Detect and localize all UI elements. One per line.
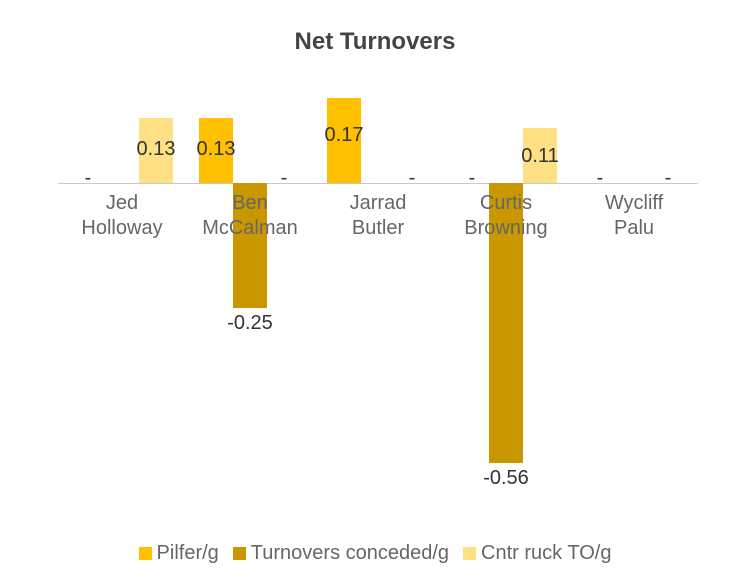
- x-axis-label-line1: Jed: [58, 191, 186, 216]
- bar-group: 0.17 -JarradButler: [314, 90, 442, 470]
- bar-value-label: 0.11: [521, 145, 558, 168]
- bar-group: - -WycliffPalu: [570, 90, 698, 470]
- bar-value-label: -: [409, 167, 416, 190]
- bar-value-label: -: [281, 167, 288, 190]
- x-axis-label-line1: Jarrad: [314, 191, 442, 216]
- x-axis-label-line1: Ben: [186, 191, 314, 216]
- legend-label: Pilfer/g: [157, 542, 219, 565]
- x-axis-label-line2: Palu: [570, 216, 698, 241]
- bar-value-label: 0.17: [325, 124, 364, 147]
- legend-item: Pilfer/g: [139, 542, 219, 565]
- x-axis-label-line1: Curtis: [442, 191, 570, 216]
- bar-group: 0.13 -0.25 -BenMcCalman: [186, 90, 314, 470]
- x-axis-label: BenMcCalman: [186, 191, 314, 241]
- legend: Pilfer/g Turnovers conceded/g Cntr ruck TO…: [0, 542, 750, 565]
- x-axis-label-line2: Browning: [442, 216, 570, 241]
- legend-item: Turnovers conceded/g: [233, 542, 449, 565]
- legend-item: Cntr ruck TO/g: [463, 542, 611, 565]
- x-axis-label: JedHolloway: [58, 191, 186, 241]
- legend-swatch: [233, 547, 246, 560]
- bar-value-label: -: [85, 167, 92, 190]
- x-axis-label-line2: McCalman: [186, 216, 314, 241]
- x-axis-label-line2: Butler: [314, 216, 442, 241]
- x-axis-label-line1: Wycliff: [570, 191, 698, 216]
- bar-value-label: -: [597, 167, 604, 190]
- x-axis-label-line2: Holloway: [58, 216, 186, 241]
- bar-group: --0.560.11CurtisBrowning: [442, 90, 570, 470]
- bar-value-label: -0.25: [227, 312, 273, 335]
- legend-swatch: [139, 547, 152, 560]
- bar-group: - 0.13 JedHolloway: [58, 90, 186, 470]
- legend-label: Turnovers conceded/g: [251, 542, 449, 565]
- legend-swatch: [463, 547, 476, 560]
- bar-value-label: 0.13: [137, 138, 176, 161]
- chart-title: Net Turnovers: [0, 28, 750, 56]
- bar-value-label: -: [469, 167, 476, 190]
- bar-value-label: -0.56: [483, 467, 529, 490]
- x-axis-label: WycliffPalu: [570, 191, 698, 241]
- x-axis-label: JarradButler: [314, 191, 442, 241]
- bar-value-label: -: [665, 167, 672, 190]
- x-axis-label: CurtisBrowning: [442, 191, 570, 241]
- bar-value-label: 0.13: [197, 138, 236, 161]
- legend-label: Cntr ruck TO/g: [481, 542, 611, 565]
- plot-area: -0.13JedHolloway0.13-0.25-BenMcCalman0.1…: [58, 90, 698, 470]
